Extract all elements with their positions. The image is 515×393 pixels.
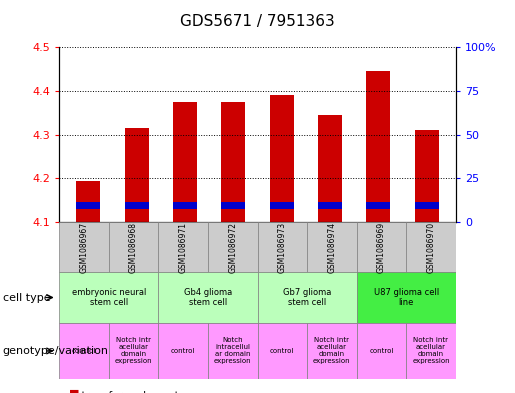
Bar: [109, 323, 158, 379]
Text: control: control: [369, 348, 393, 354]
Text: ■: ■: [68, 389, 79, 393]
Bar: [76, 180, 100, 222]
Bar: [356, 323, 406, 379]
Bar: [269, 202, 294, 209]
Bar: [406, 323, 456, 379]
Text: control: control: [171, 348, 195, 354]
Bar: [221, 102, 246, 222]
Bar: [173, 102, 197, 222]
Bar: [158, 323, 208, 379]
Text: Notch intr
acellular
domain
expression: Notch intr acellular domain expression: [412, 338, 450, 364]
Text: GDS5671 / 7951363: GDS5671 / 7951363: [180, 14, 335, 29]
Text: transformed count: transformed count: [75, 391, 178, 393]
Bar: [59, 323, 109, 379]
Text: GSM1086967: GSM1086967: [79, 222, 89, 273]
Text: control: control: [270, 348, 295, 354]
Text: Notch intr
acellular
domain
expression: Notch intr acellular domain expression: [313, 338, 351, 364]
Bar: [318, 202, 342, 209]
Bar: [221, 202, 246, 209]
Bar: [109, 222, 158, 272]
Bar: [318, 115, 342, 222]
Text: GSM1086972: GSM1086972: [228, 222, 237, 273]
Bar: [208, 222, 258, 272]
Bar: [258, 272, 356, 323]
Bar: [366, 202, 390, 209]
Text: GSM1086968: GSM1086968: [129, 222, 138, 273]
Bar: [356, 222, 406, 272]
Bar: [173, 202, 197, 209]
Bar: [59, 222, 109, 272]
Bar: [415, 130, 439, 222]
Text: GSM1086971: GSM1086971: [179, 222, 187, 273]
Text: U87 glioma cell
line: U87 glioma cell line: [373, 288, 439, 307]
Bar: [59, 272, 158, 323]
Text: control: control: [72, 348, 96, 354]
Text: Notch
intracellul
ar domain
expression: Notch intracellul ar domain expression: [214, 338, 251, 364]
Bar: [258, 222, 307, 272]
Bar: [307, 323, 356, 379]
Text: cell type: cell type: [3, 292, 50, 303]
Bar: [125, 128, 149, 222]
Bar: [415, 202, 439, 209]
Bar: [406, 222, 456, 272]
Text: GSM1086970: GSM1086970: [426, 222, 436, 273]
Bar: [258, 323, 307, 379]
Bar: [356, 272, 456, 323]
Bar: [208, 323, 258, 379]
Text: GSM1086969: GSM1086969: [377, 222, 386, 273]
Bar: [158, 272, 258, 323]
Text: embryonic neural
stem cell: embryonic neural stem cell: [72, 288, 146, 307]
Bar: [76, 202, 100, 209]
Text: Gb4 glioma
stem cell: Gb4 glioma stem cell: [184, 288, 232, 307]
Bar: [307, 222, 356, 272]
Bar: [158, 222, 208, 272]
Bar: [269, 95, 294, 222]
Text: Gb7 glioma
stem cell: Gb7 glioma stem cell: [283, 288, 331, 307]
Text: Notch intr
acellular
domain
expression: Notch intr acellular domain expression: [115, 338, 152, 364]
Text: GSM1086973: GSM1086973: [278, 222, 287, 273]
Text: genotype/variation: genotype/variation: [3, 346, 109, 356]
Text: GSM1086974: GSM1086974: [328, 222, 336, 273]
Bar: [125, 202, 149, 209]
Bar: [366, 71, 390, 222]
